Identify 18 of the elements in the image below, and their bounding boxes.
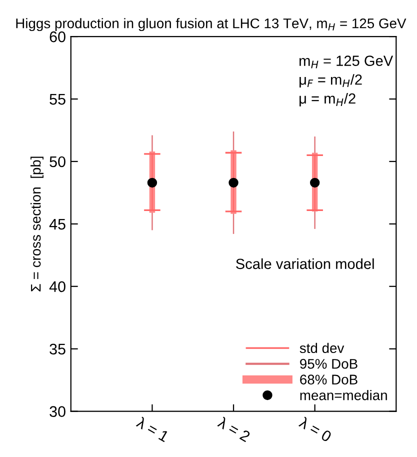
y-axis-title: Σ = cross section [pb] — [30, 156, 44, 292]
x-tick-label: λ = 2 — [217, 416, 251, 442]
y-tick-label: 30 — [50, 406, 66, 417]
legend-label: 68% DoB — [300, 374, 358, 384]
legend-label: 95% DoB — [300, 358, 358, 369]
text: m$_{H}$ = 125 GeV μ$_{F}$ = m$_{H}$/2 μ = m$_{H}$/2 — [300, 56, 394, 106]
chart-title: Higgs production in gluon fusion at LHC 13 TeV, m$_{H}$ = 125 GeV — [16, 18, 406, 32]
y-tick-label: 50 — [50, 156, 66, 168]
legend-label: std dev — [300, 342, 344, 354]
y-tick-label: 45 — [49, 218, 66, 230]
y-tick-label: 55 — [50, 94, 66, 105]
annotation: Scale variation model — [236, 258, 374, 270]
y-tick-label: 35 — [50, 344, 66, 355]
legend-label: mean=median — [300, 390, 387, 400]
y-tick-label: 60 — [50, 31, 66, 42]
x-tick-label: λ = 1 — [136, 416, 170, 442]
y-tick-label: 40 — [49, 281, 66, 292]
x-tick-label: λ = 0 — [298, 416, 332, 442]
